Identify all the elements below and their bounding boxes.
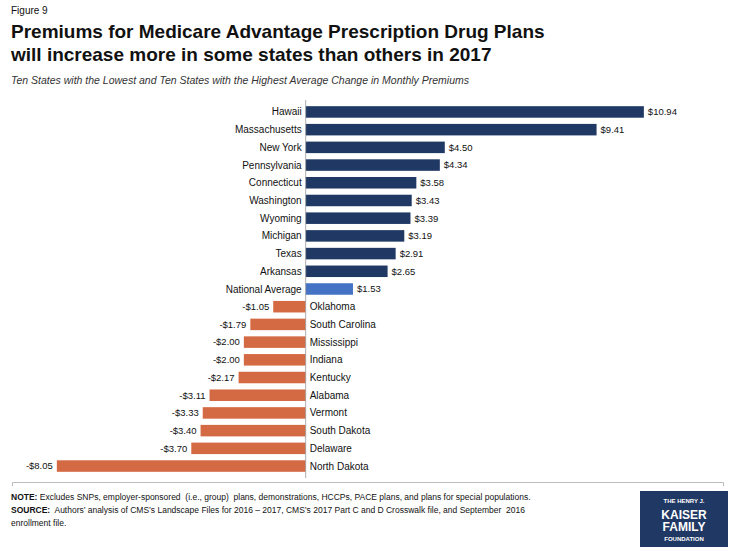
footnote: NOTE: Excludes SNPs, employer-sponsored … <box>11 492 531 502</box>
category-label: Alabama <box>310 390 350 401</box>
bar <box>250 319 305 331</box>
category-label: South Dakota <box>310 425 371 436</box>
data-label: -$1.05 <box>242 301 269 312</box>
data-label: $2.91 <box>400 248 424 259</box>
data-label: -$3.33 <box>172 407 199 418</box>
logo-text: FOUNDATION <box>664 536 704 542</box>
data-label: -$2.00 <box>213 336 240 347</box>
category-label: Vermont <box>310 407 347 418</box>
bar <box>244 336 306 348</box>
bar <box>203 407 306 419</box>
title: will increase more in some states than o… <box>10 44 491 65</box>
text-body: Excludes SNPs, employer-sponsored (i.e.,… <box>37 492 530 502</box>
category-label: Connecticut <box>249 177 302 188</box>
category-label: Washington <box>249 195 301 206</box>
data-label: $3.58 <box>420 177 444 188</box>
bar <box>191 443 305 455</box>
x-axis-line <box>13 483 724 487</box>
logo-box <box>640 491 728 547</box>
category-label: Wyoming <box>260 213 302 224</box>
bar <box>306 248 396 260</box>
data-label: -$3.11 <box>179 390 205 401</box>
bar <box>306 195 412 207</box>
data-label: $3.39 <box>414 213 438 224</box>
text-body: Authors’ analysis of CMS’s Landscape Fil… <box>50 505 525 515</box>
category-label: Kentucky <box>310 372 351 383</box>
category-label: National Average <box>226 284 302 295</box>
category-label: Arkansas <box>260 266 302 277</box>
data-label: -$2.00 <box>213 354 240 365</box>
category-label: Texas <box>276 248 302 259</box>
bars <box>57 106 644 472</box>
chart: Figure 9 Premiums for Medicare Advantage … <box>0 0 735 551</box>
bar <box>306 177 417 189</box>
logo: THE HENRY J.KAISERFAMILYFOUNDATION <box>640 491 728 547</box>
bar <box>306 124 597 136</box>
data-label: -$2.17 <box>208 372 235 383</box>
category-label: New York <box>259 142 302 153</box>
title: Premiums for Medicare Advantage Prescrip… <box>11 21 545 42</box>
data-label: $3.19 <box>408 230 432 241</box>
data-label: -$8.05 <box>26 460 53 471</box>
data-label: $2.65 <box>392 266 416 277</box>
bar <box>306 159 440 171</box>
bar <box>306 106 644 118</box>
category-label: Delaware <box>310 443 353 454</box>
data-label: $10.94 <box>648 106 677 117</box>
bar <box>239 372 306 384</box>
logo-text: THE HENRY J. <box>663 498 704 504</box>
bar <box>210 389 306 401</box>
bar <box>306 212 411 224</box>
bar <box>306 283 353 295</box>
x-axis <box>13 483 724 487</box>
data-label: -$3.70 <box>160 443 187 454</box>
subtitle: Ten States with the Lowest and Ten State… <box>11 74 470 86</box>
category-label: Pennsylvania <box>242 160 302 171</box>
data-label: -$1.79 <box>219 319 246 330</box>
bar <box>306 230 405 242</box>
category-label: Hawaii <box>272 106 302 117</box>
figure-label: Figure 9 <box>11 5 48 16</box>
category-label: Michigan <box>262 230 302 241</box>
category-label: Massachusetts <box>235 124 302 135</box>
footnote: SOURCE: Authors’ analysis of CMS’s Lands… <box>11 505 525 515</box>
footnote: enrollment file. <box>11 518 66 528</box>
zero-line <box>305 100 306 478</box>
labels: Hawaii Massachusetts New York Pennsylvania C… <box>26 106 677 471</box>
category-label: Indiana <box>310 354 343 365</box>
text-prefix: NOTE: <box>11 492 38 502</box>
data-label: -$3.40 <box>170 425 197 436</box>
data-label: $4.50 <box>449 142 473 153</box>
bar <box>201 425 306 437</box>
bar <box>306 142 445 154</box>
bar <box>244 354 306 366</box>
category-label: Mississippi <box>310 337 358 348</box>
data-label: $4.34 <box>444 159 468 170</box>
text-prefix: SOURCE: <box>11 505 50 515</box>
footer: NOTE: Excludes SNPs, employer-sponsored … <box>11 492 531 528</box>
data-label: $3.43 <box>416 195 440 206</box>
bar <box>57 460 306 472</box>
logo-text: FAMILY <box>663 520 706 534</box>
bar <box>273 301 305 313</box>
header: Figure 9 Premiums for Medicare Advantage … <box>10 5 545 86</box>
data-label: $1.53 <box>357 283 381 294</box>
category-label: South Carolina <box>310 319 377 330</box>
category-label: Oklahoma <box>310 301 356 312</box>
data-label: $9.41 <box>601 124 625 135</box>
bar <box>306 266 388 278</box>
category-label: North Dakota <box>310 461 369 472</box>
